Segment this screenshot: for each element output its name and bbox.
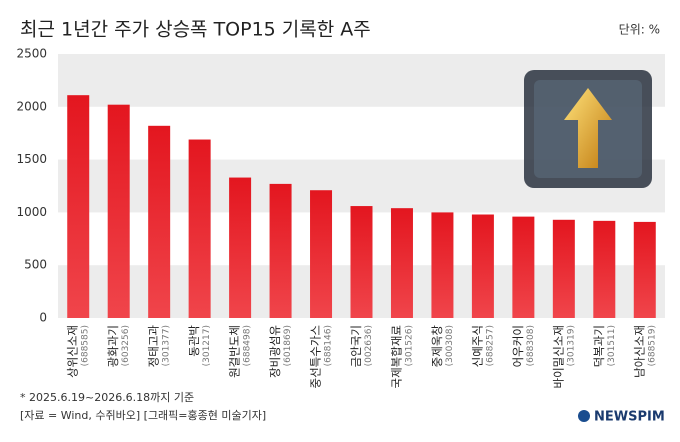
bar: [633, 221, 656, 318]
x-tick-code: (301319): [566, 325, 576, 366]
source: [자료 = Wind, 수쥐바오] [그래픽=홍종현 미술기자]: [20, 408, 266, 422]
bar: [552, 219, 575, 318]
x-tick-code: (688498): [243, 325, 253, 366]
illustration: [524, 70, 652, 188]
x-tick-label: 상위신소재: [66, 325, 80, 378]
x-tick-label: 금안국기: [349, 325, 363, 367]
x-tick-label: 중제욱창: [430, 325, 444, 368]
x-tick-label: 신예주식: [470, 325, 484, 367]
x-tick-code: (601869): [283, 325, 293, 366]
logo: NEWSPIM: [594, 410, 665, 425]
unit-label: 단위: %: [619, 23, 660, 37]
x-tick-code: (300308): [445, 325, 455, 366]
x-tick-label: 남아신소재: [632, 325, 646, 378]
x-tick-label: 원걸반도체: [228, 325, 242, 378]
x-tick-label: 국제복합재료: [389, 325, 403, 388]
y-tick-label: 2000: [16, 99, 47, 113]
bar: [350, 206, 373, 318]
y-tick-label: 1500: [16, 152, 47, 166]
bar: [107, 104, 130, 318]
x-tick-label: 동관박: [187, 325, 201, 357]
bar: [229, 177, 252, 318]
x-tick-label: 광화과기: [106, 325, 120, 367]
x-tick-code: (301526): [404, 325, 414, 366]
x-tick-code: (688519): [647, 325, 657, 366]
y-tick-label: 2500: [16, 47, 47, 61]
bar: [67, 95, 90, 319]
chart-title: 최근 1년간 주가 상승폭 TOP15 기록한 A주: [20, 19, 371, 41]
y-tick-label: 0: [39, 311, 47, 325]
bar: [593, 220, 616, 318]
x-tick-label: 정태고과: [147, 325, 161, 368]
x-tick-code: (301217): [202, 325, 212, 366]
x-tick-code: (301377): [162, 325, 172, 366]
x-tick-code: (301511): [607, 325, 617, 366]
bar: [471, 214, 494, 318]
x-tick-label: 중선특수가스: [309, 325, 323, 388]
x-tick-code: (688146): [324, 325, 334, 366]
bar: [512, 216, 535, 318]
x-tick-code: (688308): [526, 325, 536, 366]
x-tick-code: (688257): [485, 325, 495, 366]
x-tick-label: 장비광섬유: [268, 325, 282, 378]
bar: [390, 208, 413, 318]
bar: [431, 212, 454, 318]
bar: [269, 183, 292, 318]
logo-icon: [578, 410, 590, 422]
bar: [310, 190, 333, 318]
bar: [188, 139, 211, 318]
note: * 2025.6.19~2026.6.18까지 기준: [20, 391, 194, 404]
x-tick-code: (002636): [364, 325, 374, 366]
x-tick-code: (603256): [121, 325, 131, 366]
y-tick-label: 1000: [16, 205, 47, 219]
x-tick-label: 바이밀신소재: [551, 325, 565, 388]
x-tick-code: (688585): [81, 325, 91, 366]
bar: [148, 125, 171, 318]
x-tick-label: 어우커이: [511, 325, 525, 367]
x-tick-label: 덕복과기: [592, 325, 606, 367]
y-tick-label: 500: [24, 258, 47, 272]
